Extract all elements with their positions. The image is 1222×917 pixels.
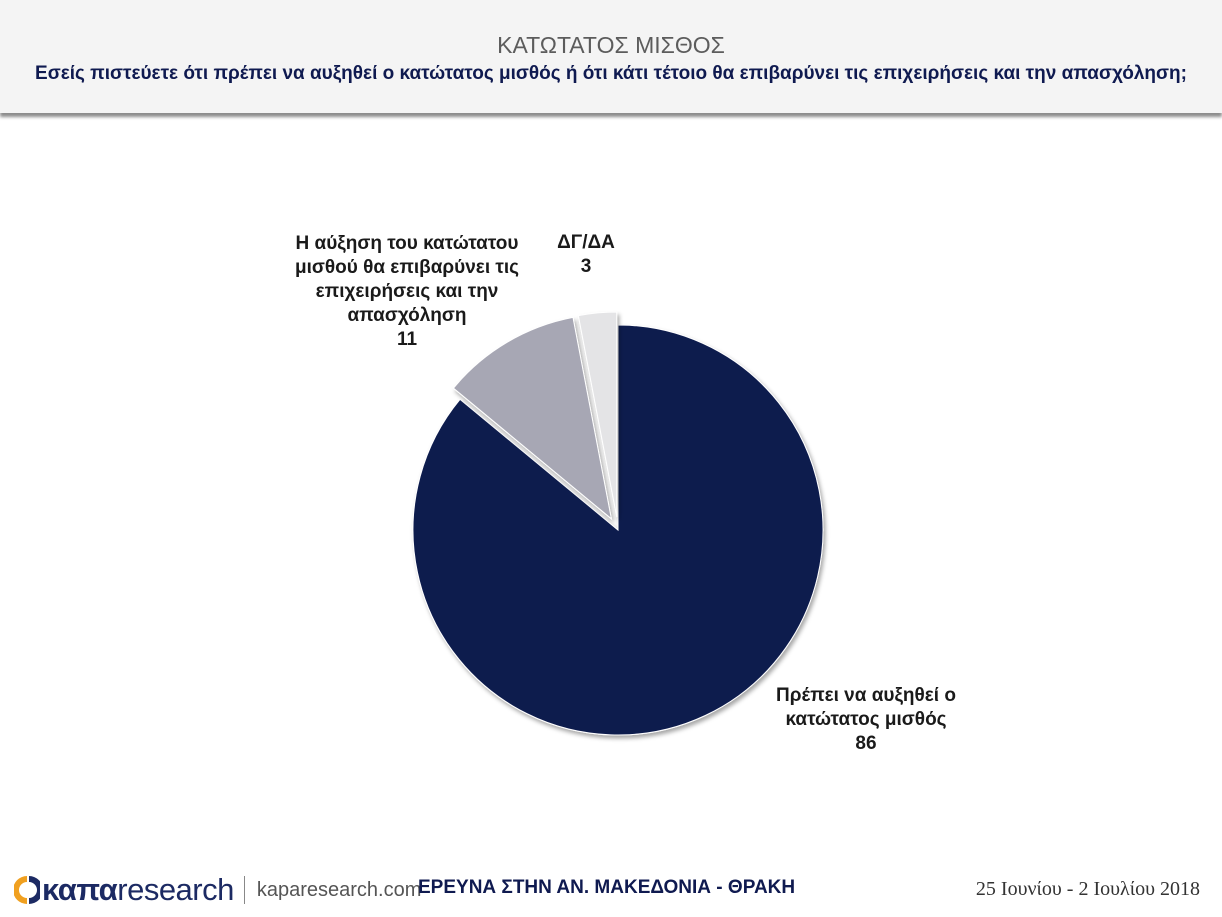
- survey-date: 25 Ιουνίου - 2 Ιουλίου 2018: [975, 878, 1200, 900]
- slice-value-0: 86: [855, 733, 876, 754]
- slice-value-1: 11: [397, 329, 418, 350]
- kapa-research-logo: καπαresearch kaparesearch.com: [14, 870, 421, 910]
- slice-label-line: ΔΓ/ΔΑ: [557, 232, 615, 253]
- survey-region: ΕΡΕΥΝΑ ΣΤΗΝ ΑΝ. ΜΑΚΕΔΟΝΙΑ - ΘΡΑΚΗ: [418, 877, 796, 898]
- slice-label-line: κατώτατος μισθός: [785, 709, 946, 730]
- pie-slice-2: [577, 311, 618, 518]
- kapa-logo-icon: [14, 876, 40, 904]
- slice-label-line: Η αύξηση του κατώτατου: [296, 233, 519, 254]
- slice-label-1: Η αύξηση του κατώτατου μισθού θα επιβαρύν…: [295, 233, 519, 350]
- slice-value-2: 3: [581, 256, 592, 277]
- pie-slice-0: [412, 324, 824, 736]
- slice-label-line: απασχόληση: [347, 305, 466, 326]
- logo-divider: [243, 876, 245, 904]
- slice-label-line: Πρέπει να αυξηθεί ο: [776, 685, 956, 706]
- logo-text: καπαresearch: [42, 872, 234, 908]
- pie-slice-1: [452, 316, 613, 521]
- logo-url: kaparesearch.com: [256, 878, 422, 901]
- chart-title: ΚΑΤΩΤΑΤΟΣ ΜΙΣΘΟΣ: [497, 32, 725, 58]
- slice-label-2: ΔΓ/ΔΑ 3: [557, 232, 615, 277]
- slice-label-0: Πρέπει να αυξηθεί ο κατώτατος μισθός 86: [776, 685, 956, 754]
- chart-subtitle: Εσείς πιστεύετε ότι πρέπει να αυξηθεί ο …: [35, 63, 1187, 84]
- slice-label-line: επιχειρήσεις και την: [316, 281, 499, 302]
- logo-text-bold: καπα: [42, 872, 118, 907]
- slice-label-line: μισθού θα επιβαρύνει τις: [295, 257, 519, 278]
- header-banner: ΚΑΤΩΤΑΤΟΣ ΜΙΣΘΟΣ Εσείς πιστεύετε ότι πρέ…: [0, 0, 1222, 113]
- logo-text-light: research: [117, 872, 234, 907]
